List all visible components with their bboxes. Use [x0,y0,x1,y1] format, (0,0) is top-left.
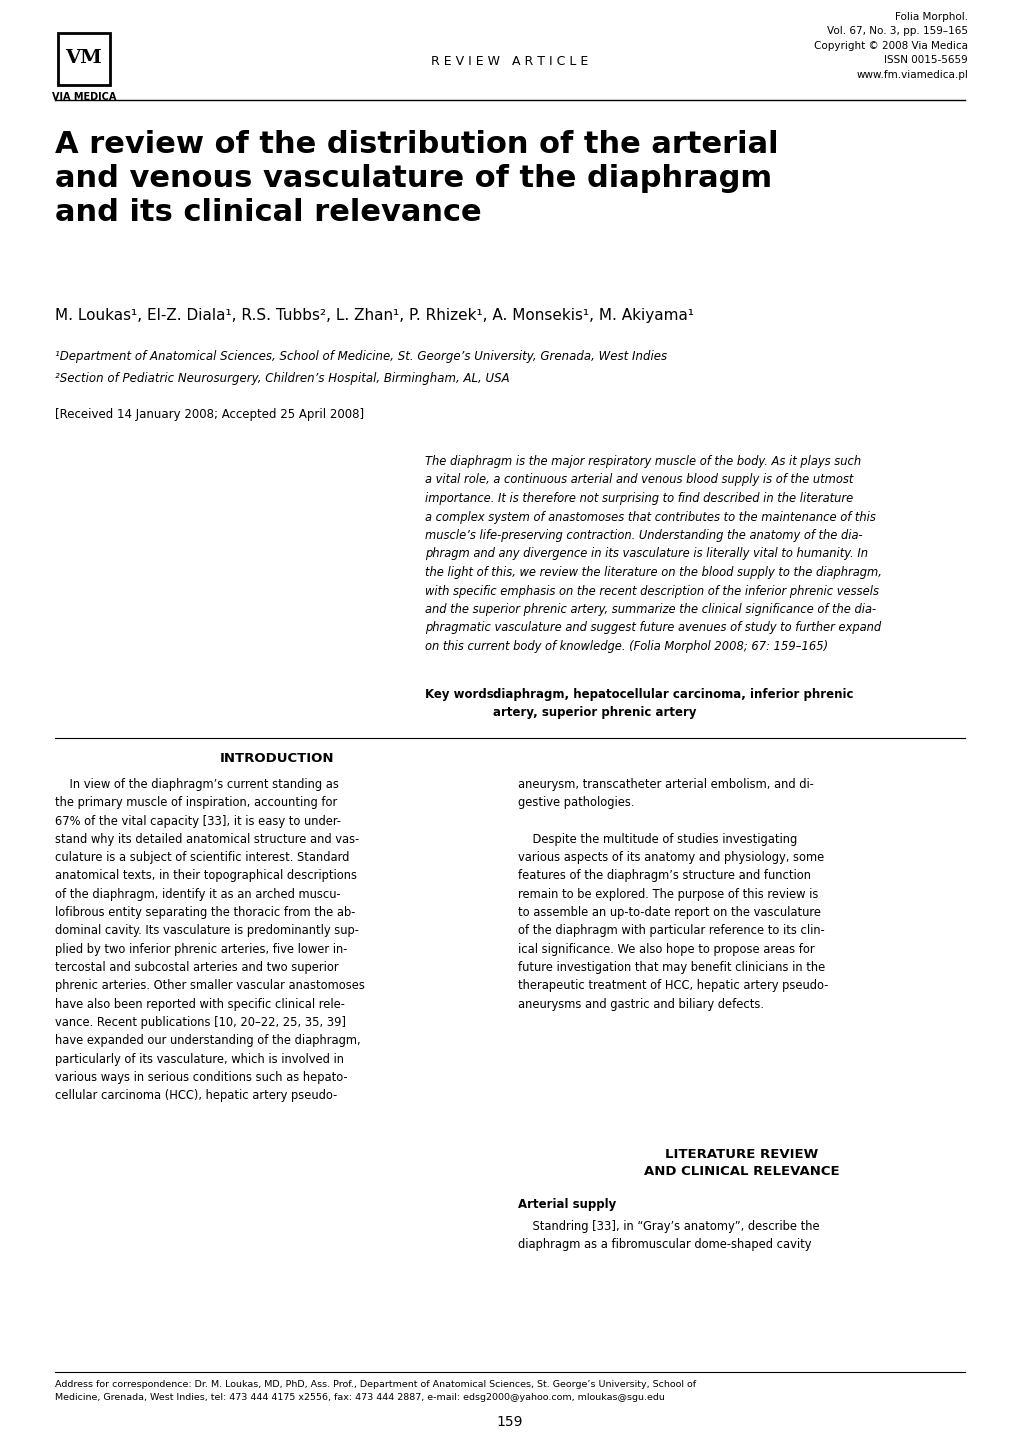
Text: The diaphragm is the major respiratory muscle of the body. As it plays such
a vi: The diaphragm is the major respiratory m… [425,455,881,654]
Text: Address for correspondence: Dr. M. Loukas, MD, PhD, Ass. Prof., Department of An: Address for correspondence: Dr. M. Louka… [55,1380,695,1401]
Text: Folia Morphol.
Vol. 67, No. 3, pp. 159–165
Copyright © 2008 Via Medica
ISSN 0015: Folia Morphol. Vol. 67, No. 3, pp. 159–1… [813,12,967,79]
Text: M. Loukas¹, El-Z. Diala¹, R.S. Tubbs², L. Zhan¹, P. Rhizek¹, A. Monsekis¹, M. Ak: M. Loukas¹, El-Z. Diala¹, R.S. Tubbs², L… [55,307,693,323]
Text: LITERATURE REVIEW
AND CLINICAL RELEVANCE: LITERATURE REVIEW AND CLINICAL RELEVANCE [643,1149,839,1177]
Text: R E V I E W   A R T I C L E: R E V I E W A R T I C L E [431,55,588,68]
Text: Key words:: Key words: [425,688,502,701]
Text: diaphragm, hepatocellular carcinoma, inferior phrenic
artery, superior phrenic a: diaphragm, hepatocellular carcinoma, inf… [492,688,853,719]
Text: aneurysm, transcatheter arterial embolism, and di-
gestive pathologies.

    Des: aneurysm, transcatheter arterial embolis… [518,778,827,1010]
Text: VM: VM [65,49,102,66]
Text: ²Section of Pediatric Neurosurgery, Children’s Hospital, Birmingham, AL, USA: ²Section of Pediatric Neurosurgery, Chil… [55,372,510,385]
Text: 159: 159 [496,1416,523,1429]
FancyBboxPatch shape [58,33,110,85]
Text: ¹Department of Anatomical Sciences, School of Medicine, St. George’s University,: ¹Department of Anatomical Sciences, Scho… [55,351,666,364]
Text: A review of the distribution of the arterial
and venous vasculature of the diaph: A review of the distribution of the arte… [55,130,777,227]
Text: Arterial supply: Arterial supply [518,1198,615,1211]
Text: Standring [33], in “Gray’s anatomy”, describe the
diaphragm as a fibromuscular d: Standring [33], in “Gray’s anatomy”, des… [518,1219,819,1251]
Text: [Received 14 January 2008; Accepted 25 April 2008]: [Received 14 January 2008; Accepted 25 A… [55,408,364,421]
Text: In view of the diaphragm’s current standing as
the primary muscle of inspiration: In view of the diaphragm’s current stand… [55,778,365,1102]
Text: VIA MEDICA: VIA MEDICA [52,92,116,102]
Text: INTRODUCTION: INTRODUCTION [220,752,334,765]
